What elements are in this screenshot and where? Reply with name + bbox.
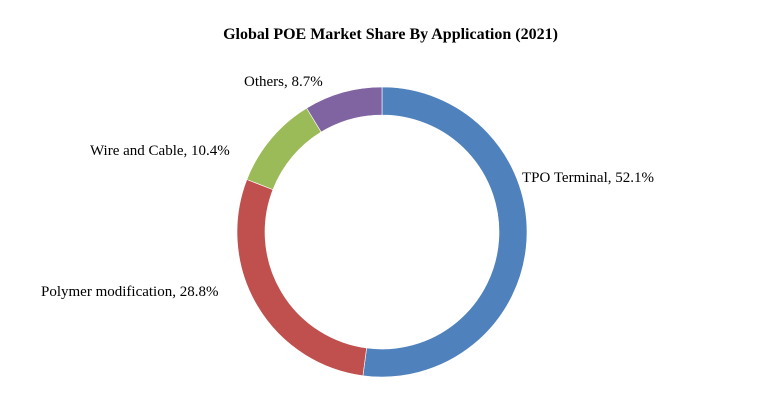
slice-wire-and-cable bbox=[246, 107, 322, 191]
label-others: Others, 8.7% bbox=[244, 74, 323, 90]
label-tpo-terminal: TPO Terminal, 52.1% bbox=[522, 170, 654, 186]
slice-polymer-modification bbox=[236, 179, 367, 377]
label-polymer-modification: Polymer modification, 28.8% bbox=[41, 284, 219, 300]
slice-others bbox=[306, 86, 383, 133]
chart-title: Global POE Market Share By Application (… bbox=[223, 26, 558, 43]
slice-tpo-terminal bbox=[362, 86, 528, 378]
label-wire-and-cable: Wire and Cable, 10.4% bbox=[90, 143, 230, 159]
